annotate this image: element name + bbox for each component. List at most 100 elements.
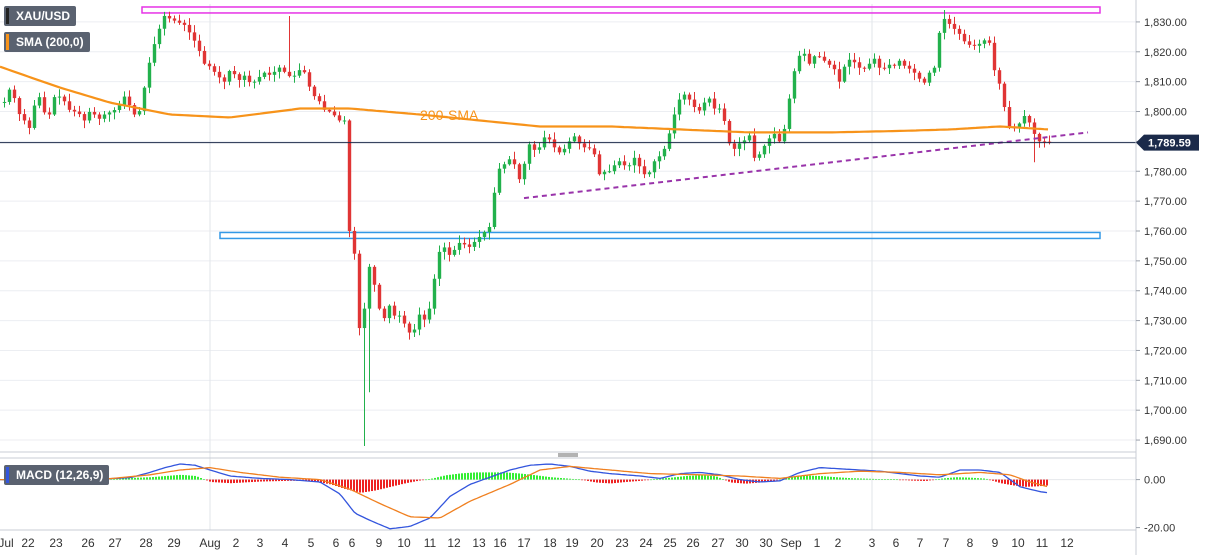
macd-hist-bar [959, 477, 961, 480]
macd-hist-bar [254, 479, 256, 482]
macd-hist-bar [878, 479, 880, 480]
macd-hist-bar [854, 478, 856, 480]
candle-body [447, 247, 452, 255]
macd-indicator-badge[interactable]: MACD (12,26,9) [4, 465, 110, 485]
resistance-zone [141, 6, 1101, 14]
macd-hist-bar [332, 479, 334, 486]
macd-axis[interactable]: 0.00 -20.00 [1136, 475, 1175, 535]
candle-body [232, 70, 237, 75]
candle-body [492, 192, 497, 228]
candle-body [647, 172, 652, 175]
candle-body [247, 75, 252, 83]
candle-body [877, 58, 882, 68]
candle-body [1037, 133, 1042, 142]
macd-hist-bar [158, 476, 160, 480]
candle-body [502, 164, 507, 169]
candle-body [177, 20, 182, 23]
time-tick-label: Sep [780, 536, 802, 550]
sma-indicator-badge[interactable]: SMA (200,0) [4, 32, 90, 52]
macd-hist-bar [707, 475, 709, 480]
macd-hist-bar [515, 473, 517, 480]
candle-body [157, 28, 162, 45]
macd-hist-bar [701, 475, 703, 480]
macd-hist-bar [725, 479, 727, 481]
candle-body [957, 28, 962, 34]
macd-hist-bar [938, 478, 940, 480]
macd-hist-bar [1004, 479, 1006, 484]
macd-hist-bar [185, 475, 187, 480]
candle-body [472, 241, 477, 247]
macd-hist-bar [311, 479, 313, 481]
candle-body [562, 148, 567, 153]
pane-divider[interactable] [0, 451, 1136, 459]
candle-body [722, 108, 727, 121]
macd-hist-bar [791, 476, 793, 480]
macd-signal-line [0, 465, 1048, 519]
macd-swatch [6, 467, 9, 483]
candle-body [347, 120, 352, 231]
macd-hist-bar [794, 476, 796, 480]
macd-hist-bar [131, 477, 133, 480]
candle-body [217, 71, 222, 78]
macd-hist-bar [203, 479, 205, 480]
macd-hist-bar [833, 477, 835, 480]
price-tick-label: 1,700.00 [1144, 405, 1187, 417]
candle-body [487, 227, 492, 232]
price-tick-label: 1,750.00 [1144, 256, 1187, 268]
candle-body [327, 109, 332, 112]
candle-body [1022, 116, 1027, 124]
candle-body [867, 63, 872, 69]
macd-hist-bar [962, 477, 964, 480]
time-tick-label: 28 [139, 536, 153, 550]
candle-body [717, 108, 722, 110]
macd-hist-bar [689, 475, 691, 480]
macd-hist-bar [227, 479, 229, 484]
symbol-badge[interactable]: XAU/USD [4, 6, 77, 26]
macd-hist-bar [965, 477, 967, 480]
macd-hist-bar [548, 476, 550, 480]
macd-hist-bar [245, 479, 247, 483]
support-zone [219, 231, 1101, 240]
time-tick-label: 2 [835, 536, 842, 550]
time-tick-label: 23 [49, 536, 63, 550]
macd-hist-bar [722, 479, 724, 480]
candle-body [397, 315, 402, 317]
macd-hist-bar [278, 479, 280, 482]
macd-hist-bar [935, 479, 937, 481]
macd-hist-bar [344, 479, 346, 489]
candle-body [382, 308, 387, 319]
macd-hist-bar [230, 479, 232, 484]
time-tick-label: 16 [493, 536, 507, 550]
candle-body [412, 329, 417, 333]
candle-body [1042, 141, 1047, 143]
macd-hist-bar [470, 472, 472, 480]
macd-hist-bar [998, 479, 1000, 483]
macd-hist-bar [920, 479, 922, 481]
time-tick-label: 12 [1060, 536, 1074, 550]
macd-hist-bar [590, 479, 592, 482]
candle-body [987, 40, 992, 43]
candle-body [17, 98, 22, 115]
sma-annotation: 200-SMA [420, 107, 479, 123]
candle-body [292, 75, 297, 77]
candle-body [67, 101, 72, 110]
macd-hist-bar [374, 479, 376, 491]
candle-body [897, 60, 902, 66]
candle-body [197, 40, 202, 51]
candle-body [757, 154, 762, 158]
candle-body [57, 96, 62, 98]
macd-hist-bar [545, 476, 547, 480]
macd-hist-bar [464, 473, 466, 480]
candle-body [842, 66, 847, 82]
candle-body [677, 99, 682, 115]
grid [0, 4, 1136, 530]
time-tick-label: 6 [349, 536, 356, 550]
macd-hist-bar [989, 479, 991, 481]
candle-body [257, 76, 262, 82]
candle-body [622, 161, 627, 166]
macd-hist-bar [413, 479, 415, 482]
time-axis[interactable]: Jul 22 23 26 27 28 29 Aug 2 3 4 5 6 6 9 10 11 12 13 16 17 18 1… [0, 529, 1136, 550]
macd-hist-bar [950, 477, 952, 480]
macd-hist-bar [758, 479, 760, 483]
